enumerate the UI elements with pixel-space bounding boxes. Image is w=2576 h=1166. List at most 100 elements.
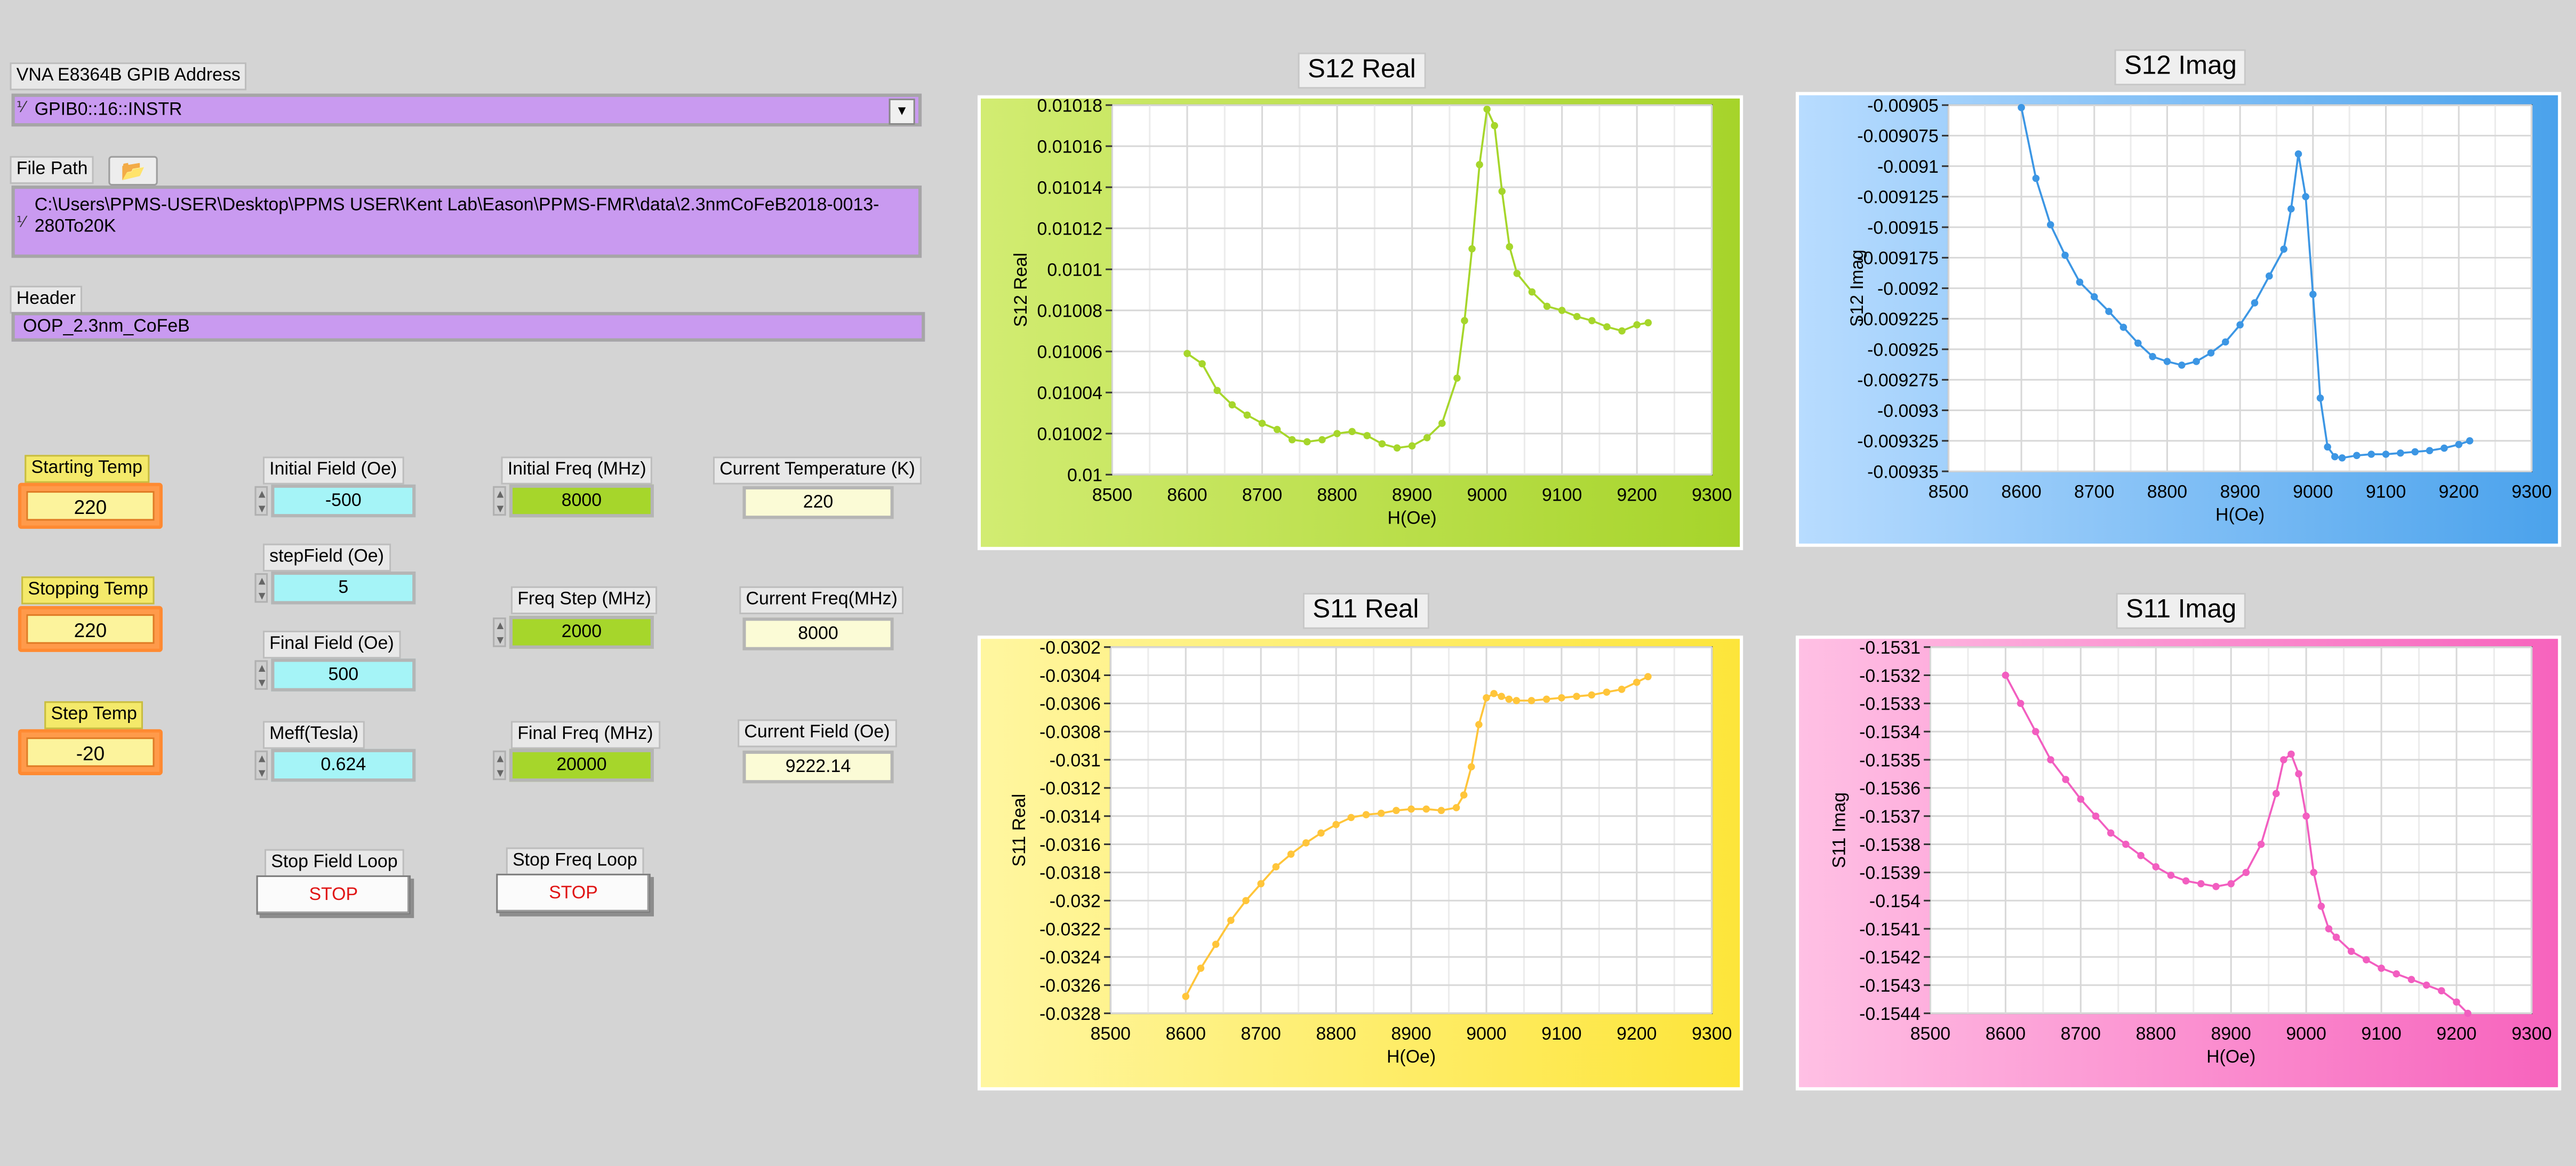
final-field-value[interactable]: 500: [271, 658, 416, 691]
data-point: [1461, 317, 1468, 325]
y-tick-label: 0.01: [1067, 465, 1102, 486]
data-point: [1422, 805, 1430, 813]
x-tick-label: 8600: [1166, 1024, 1206, 1044]
chart-svg: 8500 8600 8700 8800 8900 9000 9100 9200 9300 -0.0…: [977, 636, 1743, 1091]
data-point: [2363, 956, 2370, 963]
stopping-temp-control[interactable]: 220: [18, 606, 163, 652]
y-tick-label: -0.0308: [1039, 722, 1101, 743]
x-tick-label: 8800: [2136, 1024, 2176, 1044]
x-tick-label: 9000: [2286, 1024, 2326, 1044]
spinner-icon[interactable]: ▲ ▼: [493, 617, 506, 647]
data-point: [2316, 394, 2324, 402]
starting-temp-control[interactable]: 220: [18, 483, 163, 529]
y-tick-label: -0.009225: [1857, 309, 1939, 329]
spinner-icon[interactable]: ▲ ▼: [493, 486, 506, 516]
data-point: [1483, 106, 1491, 113]
spinner-icon[interactable]: ▲ ▼: [254, 750, 268, 781]
x-tick-label: 9100: [2361, 1024, 2401, 1044]
y-tick-label: -0.031: [1050, 750, 1101, 770]
data-point: [1618, 686, 1626, 693]
chart-svg: 8500 8600 8700 8800 8900 9000 9100 9200 9300 -0.1…: [1795, 636, 2562, 1091]
x-tick-label: 8500: [1092, 485, 1132, 505]
data-point: [2182, 877, 2190, 885]
spinner-icon[interactable]: ▲ ▼: [254, 573, 268, 603]
data-point: [2178, 361, 2186, 369]
spinner-icon[interactable]: ▲ ▼: [254, 660, 268, 690]
step-temp-control[interactable]: -20: [18, 729, 163, 775]
data-point: [1197, 964, 1205, 972]
step-field-value[interactable]: 5: [271, 571, 416, 605]
stop-field-loop-button[interactable]: STOP: [256, 875, 411, 915]
header-field[interactable]: OOP_2.3nm_CoFeB: [11, 312, 925, 342]
x-axis-label: H(Oe): [1387, 508, 1436, 528]
data-point: [2236, 321, 2244, 329]
x-tick-label: 9300: [2511, 1024, 2551, 1044]
current-temperature-label: Current Temperature (K): [713, 456, 922, 485]
data-point: [1438, 420, 1446, 427]
spinner-icon[interactable]: ▲ ▼: [493, 750, 506, 781]
x-axis-label: H(Oe): [2215, 504, 2265, 525]
step-temp-value: -20: [26, 737, 155, 767]
x-tick-label: 9000: [1466, 1024, 1506, 1044]
y-tick-label: -0.1531: [1859, 638, 1921, 658]
y-tick-label: -0.009175: [1857, 248, 1939, 269]
stopping-temp-label: Stopping Temp: [21, 576, 155, 605]
y-tick-label: 0.01014: [1037, 178, 1102, 198]
data-point: [2122, 840, 2130, 848]
data-point: [1491, 122, 1498, 130]
x-tick-label: 8600: [1986, 1024, 2026, 1044]
vna-address-select[interactable]: ⅟ GPIB0::16::INSTR ▼: [11, 93, 922, 127]
data-point: [2031, 728, 2039, 735]
s12-imag-title: S12 Imag: [2114, 49, 2247, 86]
file-path-field[interactable]: ⅟ C:\Users\PPMS-USER\Desktop\PPMS USER\K…: [11, 186, 922, 258]
data-point: [2266, 272, 2273, 280]
y-tick-label: -0.1542: [1859, 947, 1921, 968]
data-point: [2309, 291, 2317, 298]
y-tick-label: -0.1537: [1859, 807, 1921, 827]
data-point: [1363, 432, 1371, 439]
data-point: [1527, 697, 1535, 704]
data-point: [2047, 756, 2054, 763]
x-tick-label: 8600: [1167, 485, 1207, 505]
y-tick-label: -0.154: [1869, 891, 1921, 912]
final-freq-value[interactable]: 20000: [509, 749, 654, 782]
meff-value[interactable]: 0.624: [271, 749, 416, 782]
data-point: [1243, 411, 1251, 419]
data-point: [1213, 387, 1221, 395]
y-tick-label: 0.01012: [1037, 219, 1102, 239]
data-point: [1317, 829, 1325, 837]
x-tick-label: 8500: [1910, 1024, 1950, 1044]
spinner-icon[interactable]: ▲ ▼: [254, 486, 268, 516]
x-tick-label: 8700: [1242, 485, 1282, 505]
dropdown-arrow-icon[interactable]: ▼: [889, 98, 915, 125]
data-point: [2438, 987, 2445, 995]
stop-freq-loop-button[interactable]: STOP: [496, 873, 651, 913]
data-point: [2090, 293, 2098, 301]
data-point: [2310, 869, 2317, 876]
final-freq-label: Final Freq (MHz): [511, 721, 660, 749]
data-point: [1558, 694, 1565, 702]
step-field-label: stepField (Oe): [262, 543, 391, 572]
freq-step-value[interactable]: 2000: [509, 616, 654, 649]
data-point: [2002, 671, 2010, 679]
data-point: [1198, 360, 1206, 368]
x-axis-label: H(Oe): [1387, 1047, 1436, 1067]
browse-folder-button[interactable]: 📂: [108, 156, 158, 186]
y-tick-label: -0.0324: [1039, 947, 1101, 968]
chart-svg: 8500 8600 8700 8800 8900 9000 9100 9200 9300 0.01…: [977, 95, 1743, 550]
current-field-label: Current Field (Oe): [738, 719, 897, 747]
initial-field-value[interactable]: -500: [271, 484, 416, 518]
data-point: [1633, 321, 1641, 328]
data-point: [2338, 454, 2346, 462]
data-point: [1303, 438, 1311, 446]
data-point: [1573, 693, 1580, 700]
initial-freq-value[interactable]: 8000: [509, 484, 654, 518]
x-tick-label: 8500: [1929, 481, 1969, 502]
data-point: [2227, 880, 2235, 888]
y-axis-label: S11 Real: [1009, 794, 1029, 867]
y-tick-label: -0.0328: [1039, 1004, 1101, 1024]
data-point: [2107, 829, 2115, 837]
data-point: [1603, 688, 1611, 696]
y-tick-label: -0.0302: [1039, 638, 1101, 658]
data-point: [2280, 245, 2287, 253]
